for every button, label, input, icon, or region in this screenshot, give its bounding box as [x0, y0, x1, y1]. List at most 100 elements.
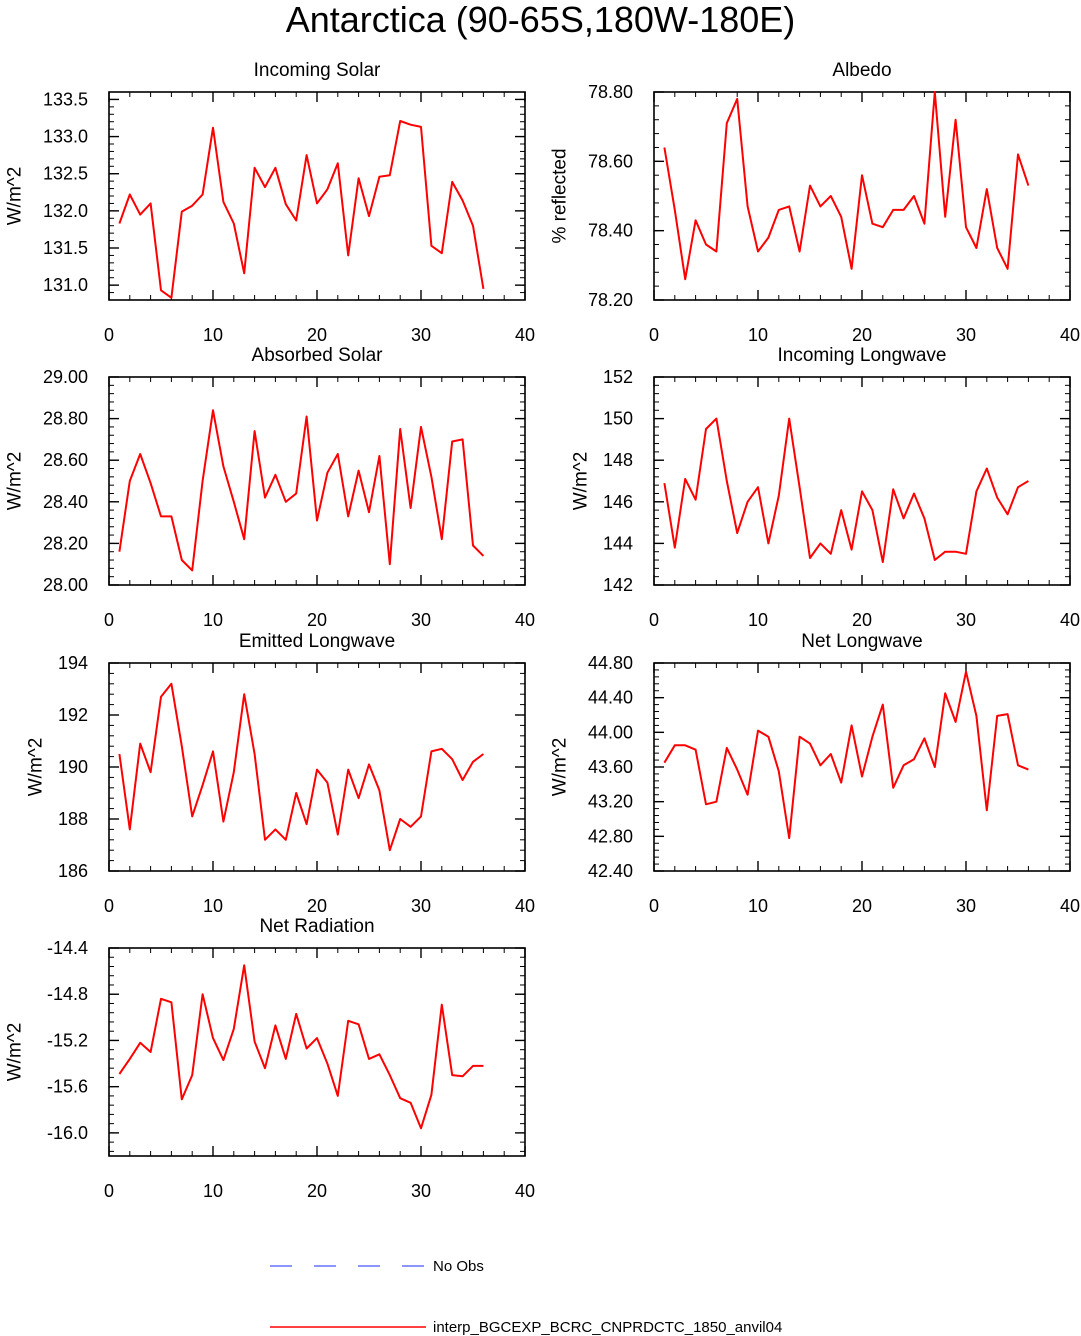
y-axis-label: W/m^2: [571, 452, 592, 511]
series-line: [663, 91, 1030, 281]
y-axis-label: % reflected: [550, 148, 571, 243]
x-tick-label: 10: [203, 896, 223, 916]
y-tick-label: 131.0: [43, 275, 88, 295]
panel-albedo: Albedo 0 10 20 30 40 78.20 78.40 78.60 78.80 % ref…: [550, 60, 1081, 345]
x-tick-label: 30: [956, 325, 976, 345]
plot-frame: [108, 662, 526, 872]
x-tick-label: 20: [852, 325, 872, 345]
x-tick-label: 0: [649, 896, 659, 916]
panel-emitted-longwave: Emitted Longwave 0 10 20 30 40 186 188 190 192 194…: [26, 631, 536, 916]
x-tick-label: 40: [1060, 610, 1080, 630]
y-tick-label: 44.40: [588, 688, 633, 708]
legend: No Obs interp_BGCEXP_BCRC_CNPRDCTC_1850_a…: [270, 1258, 782, 1336]
y-tick-label: 28.80: [43, 409, 88, 429]
y-axis-label: W/m^2: [26, 738, 47, 797]
figure-title: Antarctica (90-65S,180W-180E): [285, 0, 796, 40]
x-tick-label: 20: [307, 1181, 327, 1201]
y-tick-label: 146: [603, 492, 633, 512]
y-tick-label: 28.20: [43, 533, 88, 553]
plot-frame: [108, 947, 526, 1157]
y-tick-label: 78.80: [588, 82, 633, 102]
x-tick-label: 20: [307, 896, 327, 916]
plot-frame: [108, 376, 526, 586]
x-tick-label: 0: [104, 610, 114, 630]
y-tick-label: 44.00: [588, 722, 633, 742]
x-tick-label: 20: [852, 610, 872, 630]
y-axis-label: W/m^2: [550, 738, 571, 797]
x-tick-label: 40: [1060, 325, 1080, 345]
series-line: [118, 409, 485, 572]
panel-title: Net Radiation: [259, 916, 374, 937]
y-tick-label: 43.60: [588, 757, 633, 777]
x-tick-label: 0: [649, 325, 659, 345]
panel-incoming-solar: Incoming Solar 0 10 20 30 40 131.0 131.5 132.0 13…: [5, 60, 536, 345]
panel-title: Emitted Longwave: [239, 631, 395, 652]
x-tick-label: 10: [748, 325, 768, 345]
series-line: [118, 964, 484, 1130]
y-axis-label: W/m^2: [5, 1023, 26, 1082]
y-tick-label: 150: [603, 409, 633, 429]
y-tick-label: 188: [58, 809, 88, 829]
y-tick-label: 144: [603, 533, 633, 553]
y-axis-label: W/m^2: [5, 167, 26, 226]
y-tick-label: 28.00: [43, 575, 88, 595]
x-tick-label: 10: [748, 896, 768, 916]
x-tick-label: 40: [515, 1181, 535, 1201]
x-tick-label: 30: [411, 1181, 431, 1201]
y-tick-label: 152: [603, 367, 633, 387]
y-tick-label: 133.5: [43, 89, 88, 109]
x-tick-label: 30: [411, 610, 431, 630]
x-tick-label: 10: [748, 610, 768, 630]
x-tick-label: 0: [104, 325, 114, 345]
plot-frame: [653, 662, 1071, 872]
y-tick-label: 28.60: [43, 450, 88, 470]
panel-absorbed-solar: Absorbed Solar 0 10 20 30 40 28.00 28.20 28.40 28…: [5, 345, 536, 630]
y-tick-label: 78.20: [588, 290, 633, 310]
series-line: [663, 670, 1029, 840]
x-tick-label: 0: [649, 610, 659, 630]
x-tick-label: 30: [411, 896, 431, 916]
x-tick-label: 30: [956, 610, 976, 630]
y-tick-label: -15.6: [47, 1077, 88, 1097]
legend-label: No Obs: [433, 1258, 484, 1275]
plot-frame: [108, 91, 526, 301]
x-tick-label: 20: [307, 325, 327, 345]
y-axis-label: W/m^2: [5, 452, 26, 511]
y-tick-label: 186: [58, 861, 88, 881]
x-tick-label: 0: [104, 896, 114, 916]
plot-frame: [653, 376, 1071, 586]
x-tick-label: 20: [307, 610, 327, 630]
panel-title: Net Longwave: [801, 631, 922, 652]
x-tick-label: 10: [203, 1181, 223, 1201]
panel-title: Albedo: [832, 60, 891, 81]
y-tick-label: 192: [58, 705, 88, 725]
y-tick-label: 133.0: [43, 127, 88, 147]
y-tick-label: 142: [603, 575, 633, 595]
x-tick-label: 10: [203, 610, 223, 630]
x-tick-label: 0: [104, 1181, 114, 1201]
series-line: [118, 120, 485, 299]
panel-incoming-longwave: Incoming Longwave 0 10 20 30 40 142 144 146 148 15…: [571, 345, 1081, 630]
x-tick-label: 30: [956, 896, 976, 916]
y-tick-label: 43.20: [588, 792, 633, 812]
y-tick-label: -14.8: [47, 984, 88, 1004]
y-tick-label: 44.80: [588, 653, 633, 673]
y-tick-label: 194: [58, 653, 88, 673]
panel-net-radiation: Net Radiation 0 10 20 30 40 -16.0 -15.6 -15.2 -14…: [5, 916, 536, 1201]
y-tick-label: 29.00: [43, 367, 88, 387]
panel-net-longwave: Net Longwave 0 10 20 30 40 42.40 42.80 43.20 43.6…: [550, 631, 1081, 916]
x-tick-label: 20: [852, 896, 872, 916]
y-tick-label: 78.60: [588, 151, 633, 171]
x-tick-label: 30: [411, 325, 431, 345]
y-tick-label: 190: [58, 757, 88, 777]
legend-label: interp_BGCEXP_BCRC_CNPRDCTC_1850_anvil04: [433, 1319, 782, 1336]
y-tick-label: 132.5: [43, 164, 88, 184]
panel-title: Incoming Solar: [254, 60, 381, 81]
panel-title: Absorbed Solar: [252, 345, 384, 366]
y-tick-label: -15.2: [47, 1030, 88, 1050]
y-tick-label: 131.5: [43, 238, 88, 258]
y-tick-label: 78.40: [588, 221, 633, 241]
x-tick-label: 10: [203, 325, 223, 345]
y-tick-label: -16.0: [47, 1123, 88, 1143]
